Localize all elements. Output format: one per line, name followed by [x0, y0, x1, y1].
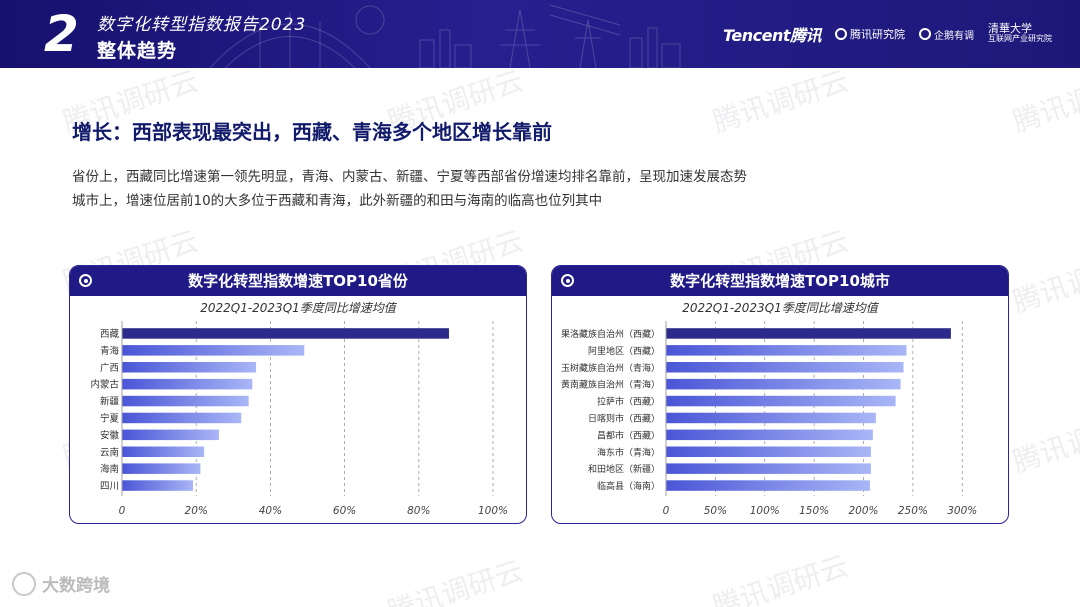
description-line-1: 省份上，西藏同比增速第一领先明显，青海、内蒙古、新疆、宁夏等西部省份增速均排名靠… — [72, 169, 747, 185]
x-tick-label: 20% — [185, 505, 208, 517]
category-label: 日喀则市（西藏） — [588, 412, 660, 424]
bar — [122, 446, 205, 457]
description-line-2: 城市上，增速位居前10的大多位于西藏和青海，此外新疆的和田与海南的临高也位列其中 — [72, 193, 603, 209]
bar — [666, 412, 876, 424]
x-tick-label: 150% — [799, 505, 829, 517]
qipeng-icon — [919, 28, 931, 40]
tsinghua-name: 清華大学 — [988, 22, 1032, 35]
x-tick-label: 250% — [898, 505, 928, 517]
category-label: 昌都市（西藏） — [597, 429, 660, 441]
bar — [122, 429, 219, 441]
bar — [666, 463, 871, 474]
bar — [122, 480, 193, 491]
category-label: 宁夏 — [100, 412, 120, 424]
section-title: 整体趋势 — [97, 40, 178, 62]
partner-logos: Tencent腾讯 腾讯研究院 企鹅有调 清華大学 互联网产业研究院 — [723, 18, 1052, 50]
category-label: 四川 — [100, 481, 119, 492]
watermark: 腾讯调研云 — [708, 549, 853, 607]
x-tick-label: 100% — [750, 505, 780, 517]
x-tick-label: 80% — [407, 505, 430, 517]
category-label: 海东市（青海） — [597, 446, 660, 458]
x-tick-label: 0 — [663, 505, 670, 517]
category-label: 安徽 — [100, 429, 120, 441]
category-label: 内蒙古 — [90, 379, 119, 391]
category-label: 青海 — [100, 345, 120, 357]
footer-brand: 大数跨境 — [12, 571, 110, 596]
target-icon — [561, 274, 574, 287]
bar — [666, 395, 896, 407]
province-chart-panel: 数字化转型指数增速TOP10省份 2022Q1-2023Q1季度同比增速均值 0… — [69, 265, 527, 524]
brand-icon — [12, 571, 36, 596]
research-institute-logo: 腾讯研究院 — [835, 26, 905, 42]
bar — [122, 328, 449, 339]
province-chart-title: 数字化转型指数增速TOP10省份 — [70, 266, 526, 296]
x-tick-label: 200% — [848, 505, 878, 517]
bar — [122, 345, 305, 356]
category-label: 云南 — [100, 446, 119, 458]
city-chart-title: 数字化转型指数增速TOP10城市 — [552, 266, 1008, 296]
city-chart-panel: 数字化转型指数增速TOP10城市 2022Q1-2023Q1季度同比增速均值 0… — [551, 265, 1009, 524]
tsinghua-sub: 互联网产业研究院 — [988, 34, 1052, 43]
watermark: 腾讯调研云 — [1008, 244, 1080, 319]
x-tick-label: 0 — [119, 505, 126, 517]
category-label: 新疆 — [100, 396, 120, 408]
city-bar-chart: 0 50% 100% 150% 200% 250% 300% 果洛藏族自治州（西藏） 阿里地区（… — [561, 321, 977, 517]
qipeng-label: 企鹅有调 — [934, 30, 974, 42]
bar — [666, 362, 904, 373]
bar — [666, 328, 951, 339]
header-decoration — [209, 4, 681, 68]
x-tick-label: 40% — [259, 505, 282, 517]
qipeng-logo: 企鹅有调 — [919, 27, 974, 42]
tsinghua-logo: 清華大学 互联网产业研究院 — [988, 22, 1052, 44]
x-tick-label: 60% — [333, 505, 356, 517]
bar — [122, 362, 257, 373]
category-label: 果洛藏族自治州（西藏） — [561, 328, 660, 340]
x-tick-label: 100% — [478, 505, 508, 517]
research-institute-icon — [835, 28, 847, 40]
tencent-logo: Tencent腾讯 — [723, 26, 821, 45]
report-title: 数字化转型指数报告2023 — [97, 15, 307, 35]
watermark: 腾讯调研云 — [1008, 404, 1080, 479]
category-label: 和田地区（新疆） — [588, 463, 660, 475]
bar — [122, 378, 253, 390]
header-banner: 2 数字化转型指数报告2023 整体趋势 Tencent腾讯 腾讯研究院 企鹅有… — [0, 0, 1080, 68]
city-chart-subtitle: 2022Q1-2023Q1季度同比增速均值 — [682, 301, 878, 315]
x-tick-label: 300% — [947, 505, 977, 517]
category-label: 拉萨市（西藏） — [597, 396, 660, 408]
bar — [666, 480, 870, 491]
slide-headline: 增长：西部表现最突出，西藏、青海多个地区增长靠前 — [72, 120, 552, 144]
target-icon — [79, 274, 92, 287]
chapter-number: 2 — [44, 5, 79, 63]
footer-brand-label: 大数跨境 — [42, 576, 110, 596]
province-chart-subtitle: 2022Q1-2023Q1季度同比增速均值 — [200, 301, 396, 315]
bar — [122, 463, 201, 474]
watermark: 腾讯调研云 — [708, 64, 853, 139]
watermark: 腾讯调研云 — [383, 554, 528, 607]
category-label: 广西 — [100, 362, 119, 374]
x-tick-label: 50% — [704, 505, 727, 517]
bar — [122, 395, 249, 407]
bar — [666, 429, 873, 441]
category-label: 玉树藏族自治州（青海） — [561, 362, 660, 374]
category-label: 临高县（海南） — [597, 480, 660, 492]
category-label: 黄南藏族自治州（青海） — [561, 379, 660, 391]
research-institute-label: 腾讯研究院 — [850, 28, 905, 41]
bar — [666, 345, 907, 356]
bar — [666, 378, 901, 390]
category-label: 阿里地区（西藏） — [588, 345, 660, 357]
bar — [666, 446, 871, 457]
category-label: 西藏 — [100, 328, 120, 340]
category-label: 海南 — [100, 463, 119, 475]
bar — [122, 412, 242, 424]
watermark: 腾讯调研云 — [1008, 64, 1080, 139]
